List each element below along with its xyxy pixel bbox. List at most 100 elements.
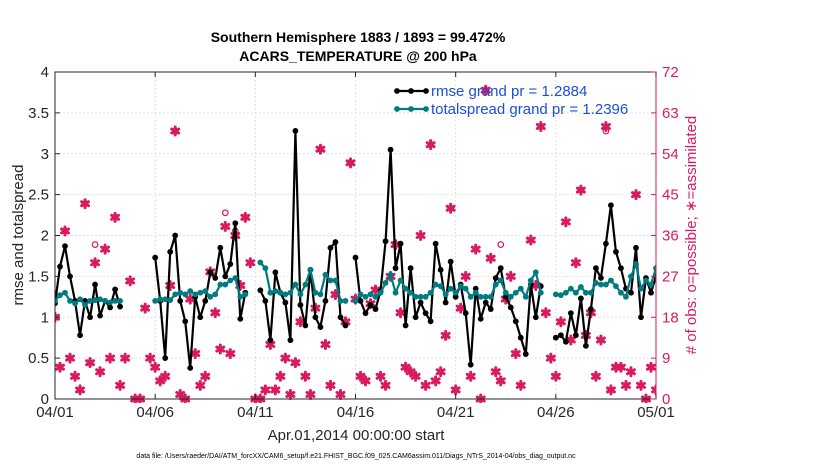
obs-assimilated-marker [85, 357, 96, 369]
totalspread-point [152, 298, 159, 304]
rmse-point [512, 318, 519, 325]
obs-assimilated-marker [305, 388, 316, 400]
obs-assimilated-stroke [550, 372, 561, 380]
totalspread-point [177, 289, 184, 296]
obs-assimilated-marker [510, 348, 521, 360]
rmse-legend-label: rmse grand pr = 1.2884 [431, 83, 587, 100]
obs-assimilated-marker [505, 270, 516, 282]
totalspread-point [372, 293, 379, 300]
obs-assimilated-stroke [225, 350, 236, 358]
obs-assimilated-stroke [60, 227, 70, 235]
obs-assimilated-stroke [160, 372, 171, 380]
rmse-point [172, 232, 179, 239]
totalspread-point [187, 288, 194, 294]
obs-assimilated-marker [615, 361, 626, 373]
obs-assimilated-marker [125, 275, 136, 287]
obs-assimilated-marker [195, 379, 206, 391]
chart-title: Southern Hemisphere 1883 / 1893 = 99.472… [211, 29, 506, 45]
obs-assimilated-stroke [495, 377, 506, 385]
totalspread-point [172, 291, 179, 298]
y-right-tick-label: 18 [662, 309, 679, 326]
obs-assimilated-stroke [280, 354, 291, 362]
obs-assimilated-marker [150, 361, 161, 373]
totalspread-point [603, 281, 609, 288]
obs-assimilated-stroke [575, 186, 586, 194]
obs-assimilated-marker [120, 352, 131, 364]
obs-assimilated-marker [215, 343, 226, 355]
obs-assimilated-marker [270, 384, 281, 396]
obs-assimilated-stroke [595, 336, 606, 344]
totalspread-point [167, 297, 174, 303]
obs-assimilated-stroke [265, 341, 276, 348]
rmse-point [507, 304, 514, 311]
obs-assimilated-stroke [510, 350, 521, 358]
rmse-point [302, 322, 309, 329]
totalspread-point [407, 289, 414, 296]
totalspread-point [477, 293, 484, 300]
obs-assimilated-marker [315, 143, 326, 155]
totalspread-point [643, 277, 649, 284]
rmse-point [332, 239, 339, 245]
totalspread-point [587, 289, 594, 296]
y-right-tick-label: 72 [662, 64, 679, 81]
rmse-point [107, 304, 113, 311]
rmse-point [282, 299, 289, 306]
obs-assimilated-stroke [360, 377, 371, 385]
obs-assimilated-stroke [55, 313, 60, 319]
rmse-point [442, 299, 449, 306]
rmse-point [312, 314, 319, 321]
totalspread-point [97, 296, 103, 303]
totalspread-legend-marker [394, 106, 400, 112]
obs-assimilated-stroke [220, 222, 231, 230]
totalspread-point [512, 289, 519, 296]
obs-assimilated-marker [60, 225, 70, 237]
obs-assimilated-marker [590, 370, 601, 382]
obs-assimilated-stroke [455, 304, 466, 312]
rmse-point [222, 273, 229, 280]
obs-assimilated-marker [545, 352, 556, 364]
totalspread-point [342, 298, 349, 304]
rmse-point [152, 254, 159, 261]
obs-assimilated-stroke [636, 381, 646, 389]
totalspread-point [422, 293, 429, 300]
totalspread-legend-label: totalspread grand pr = 1.2396 [431, 101, 628, 118]
totalspread-point [317, 291, 324, 298]
obs-assimilated-stroke [375, 372, 386, 380]
obs-assimilated-stroke [410, 372, 421, 380]
obs-assimilated-stroke [270, 386, 281, 394]
rmse-point [477, 315, 484, 322]
totalspread-point [67, 298, 73, 304]
obs-assimilated-stroke [430, 377, 441, 385]
rmse-point [562, 338, 569, 345]
obs-assimilated-stroke [631, 191, 641, 199]
obs-assimilated-stroke [245, 259, 256, 267]
x-tick-label: 04/26 [537, 404, 575, 421]
y-left-tick-label: 3.5 [28, 105, 49, 122]
obs-assimilated-stroke [200, 372, 211, 380]
obs-assimilated-marker [285, 388, 296, 400]
x-tick-label: 05/01 [637, 404, 675, 421]
obs-assimilated-stroke [95, 368, 106, 376]
obs-assimilated-marker [375, 370, 386, 382]
totalspread-point [322, 271, 329, 278]
obs-assimilated-stroke [330, 291, 341, 299]
rmse-point [497, 265, 504, 272]
x-tick-label: 04/11 [237, 404, 273, 421]
totalspread-point [492, 281, 499, 288]
obs-assimilated-stroke [540, 309, 551, 317]
obs-assimilated-stroke [80, 200, 91, 208]
rmse-point [117, 303, 124, 310]
obs-assimilated-marker [300, 370, 311, 382]
obs-assimilated-stroke [600, 123, 611, 130]
obs-assimilated-stroke [535, 123, 546, 130]
obs-assimilated-marker [480, 84, 491, 96]
obs-assimilated-marker [535, 121, 546, 132]
obs-assimilated-marker [55, 311, 60, 323]
rmse-point [232, 220, 239, 227]
rmse-point [482, 299, 489, 306]
totalspread-point [653, 265, 656, 272]
obs-assimilated-stroke [295, 318, 306, 326]
y-axis-left-label: rmse and totalspread [10, 165, 27, 306]
rmse-point [557, 332, 564, 339]
obs-assimilated-stroke [185, 295, 196, 303]
